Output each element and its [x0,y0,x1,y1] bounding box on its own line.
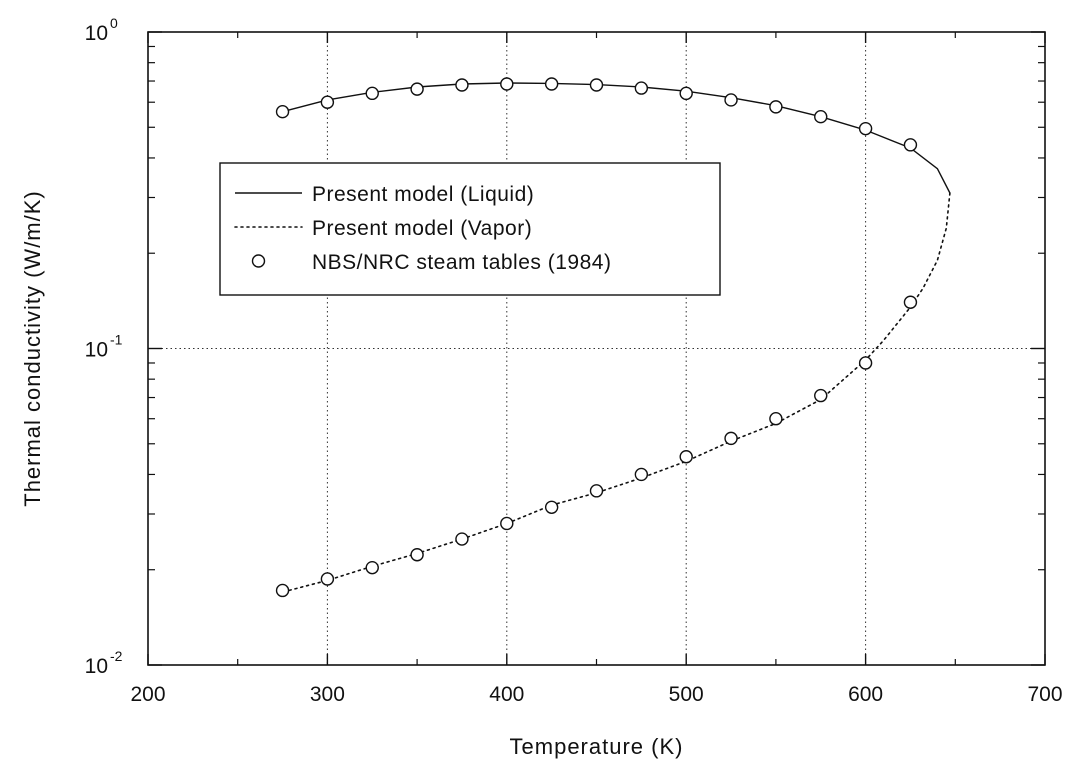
legend-label: NBS/NRC steam tables (1984) [312,251,611,274]
grid-lines [148,32,1045,665]
data-marker [544,77,559,91]
data-marker [455,532,469,546]
data-marker [634,467,649,482]
data-marker [903,138,918,152]
data-marker [858,356,873,370]
data-marker [365,86,379,101]
legend-label: Present model (Vapor) [312,217,532,240]
data-marker [858,121,873,136]
data-marker [500,516,514,531]
y-tick-exponent: -1 [110,332,123,348]
data-marker [455,78,469,92]
data-marker [724,93,738,107]
data-marker [679,450,693,464]
y-tick-base: 10 [85,655,108,678]
data-marker [634,81,649,95]
data-marker [275,583,290,598]
data-marker [814,109,828,124]
tick-marks [147,31,1046,666]
data-marker [320,572,335,586]
y-tick-label: 10 -1 [85,332,123,362]
y-tick-exponent: 0 [110,15,118,31]
data-marker [769,412,783,426]
data-marker [500,77,514,91]
vapor-curve [281,192,951,593]
data-marker [410,82,424,96]
x-tick-label: 300 [310,683,345,706]
data-marker [814,388,828,403]
data-marker [679,86,693,101]
x-tick-label: 700 [1027,683,1062,706]
x-tick-label: 500 [669,683,704,706]
data-marker [589,78,604,92]
marker-layer [275,77,918,598]
series-layer [281,82,951,593]
data-marker [365,560,379,575]
y-tick-exponent: -2 [110,648,123,664]
data-marker [544,500,559,514]
y-tick-base: 10 [85,22,108,45]
plot-frame [147,31,1046,666]
data-marker [724,431,738,446]
legend: Present model (Liquid) Present model (Vap… [219,162,721,296]
x-tick-label: 400 [489,683,524,706]
y-axis-label: Thermal conductivity (W/m/K) [20,190,45,507]
legend-label: Present model (Liquid) [312,183,534,206]
x-tick-label: 600 [848,683,883,706]
legend-swatch [251,254,266,268]
data-marker [320,95,335,109]
y-tick-base: 10 [85,339,108,362]
y-tick-label: 10 -2 [85,648,123,678]
data-marker [769,100,783,114]
data-marker [589,484,604,498]
x-tick-labels: 200 300 400 500 600 700 [130,683,1062,706]
y-tick-label: 10 0 [85,15,118,45]
data-marker [410,548,424,562]
legend-box [219,162,721,296]
x-tick-label: 200 [130,683,165,706]
x-axis-label: Temperature (K) [510,734,684,759]
data-marker [903,295,918,309]
data-marker [275,104,290,119]
